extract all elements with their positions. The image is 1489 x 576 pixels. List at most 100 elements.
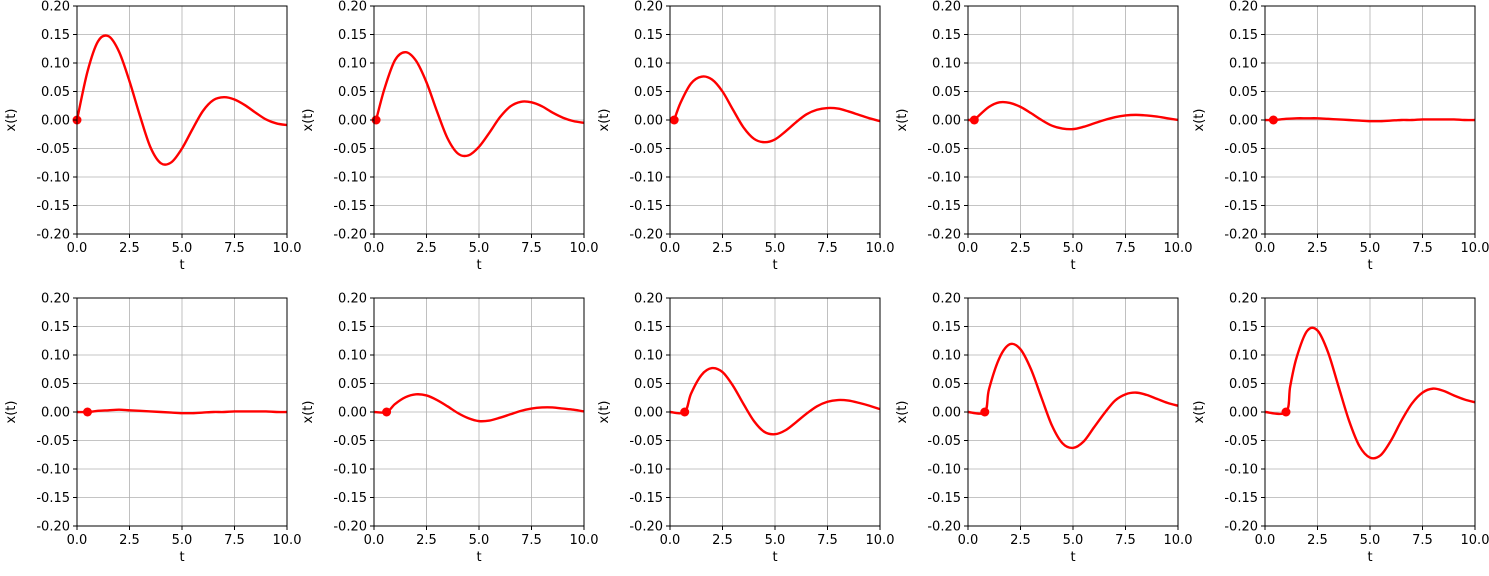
y-tick-label: 0.15	[932, 320, 961, 335]
series-line	[968, 100, 1178, 131]
data-marker	[669, 115, 679, 125]
x-tick-label: 2.5	[712, 533, 733, 548]
y-tick-label: 0.00	[1229, 114, 1258, 129]
series-line	[77, 34, 287, 166]
y-tick-label: 0.00	[932, 406, 961, 421]
x-tick-label: 2.5	[119, 241, 140, 256]
x-tick-label: 10.0	[866, 241, 895, 256]
y-tick-label: -0.10	[629, 171, 663, 186]
x-axis-label: t	[179, 258, 184, 273]
subplot-3: 0.0 2.5 5.0 7.5 10.0 0.20 0.15 0.10 0.05 0.00 -0.0…	[597, 0, 894, 273]
y-tick-label: -0.20	[629, 520, 663, 535]
y-tick-label: 0.20	[932, 0, 961, 15]
y-axis-label: x(t)	[301, 109, 316, 132]
y-tick-label: 0.20	[338, 0, 367, 15]
y-axis-label: x(t)	[895, 109, 910, 132]
x-tick-label: 5.0	[765, 533, 786, 548]
x-tick-label: 7.5	[817, 241, 838, 256]
x-tick-label: 10.0	[273, 241, 302, 256]
x-tick-label: 2.5	[1307, 533, 1328, 548]
x-tick-label: 7.5	[1412, 533, 1433, 548]
y-tick-label: 0.20	[1229, 0, 1258, 15]
x-tick-label: 2.5	[119, 533, 140, 548]
y-tick-label: -0.10	[927, 463, 961, 478]
y-tick-label: -0.20	[629, 228, 663, 243]
subplot-10: 0.0 2.5 5.0 7.5 10.0 0.20 0.15 0.10 0.05 0.00 -0.0…	[1192, 292, 1489, 566]
y-tick-label: 0.00	[932, 114, 961, 129]
series-line	[1265, 117, 1475, 123]
y-tick-label: -0.05	[927, 434, 961, 449]
x-tick-label: 7.5	[1115, 533, 1136, 548]
x-tick-label: 10.0	[1164, 241, 1193, 256]
data-marker	[969, 115, 979, 125]
x-tick-label: 0.0	[958, 241, 979, 256]
y-tick-label: -0.20	[36, 228, 70, 243]
y-tick-label: -0.15	[629, 199, 663, 214]
x-tick-label: 0.0	[958, 533, 979, 548]
x-tick-label: 10.0	[570, 533, 599, 548]
y-tick-label: 0.15	[41, 320, 70, 335]
y-tick-label: 0.10	[338, 349, 367, 364]
y-tick-label: 0.15	[634, 320, 663, 335]
x-tick-label: 2.5	[416, 241, 437, 256]
y-axis-label: x(t)	[1192, 401, 1207, 424]
y-axis-label: x(t)	[4, 109, 19, 132]
y-tick-label: -0.05	[36, 434, 70, 449]
x-tick-label: 5.0	[172, 241, 193, 256]
y-tick-label: 0.20	[41, 0, 70, 15]
x-tick-label: 5.0	[1063, 241, 1084, 256]
y-tick-label: 0.10	[1229, 57, 1258, 72]
subplot-5: 0.0 2.5 5.0 7.5 10.0 0.20 0.15 0.10 0.05 0.00 -0.0…	[1192, 0, 1489, 273]
y-tick-label: -0.15	[1224, 491, 1258, 506]
y-tick-label: 0.10	[41, 57, 70, 72]
x-tick-label: 2.5	[1307, 241, 1328, 256]
y-axis-label: x(t)	[4, 401, 19, 424]
x-axis-label: t	[476, 258, 481, 273]
y-axis-label: x(t)	[301, 401, 316, 424]
x-tick-label: 0.0	[660, 533, 681, 548]
y-tick-label: 0.10	[338, 57, 367, 72]
y-tick-label: 0.10	[932, 349, 961, 364]
series-line	[77, 408, 287, 415]
y-tick-label: 0.15	[932, 28, 961, 43]
y-tick-label: -0.10	[333, 171, 367, 186]
x-tick-label: 2.5	[1010, 241, 1031, 256]
y-tick-label: -0.05	[629, 142, 663, 157]
x-tick-label: 5.0	[1360, 241, 1381, 256]
x-tick-label: 10.0	[1461, 533, 1489, 548]
y-tick-label: 0.10	[1229, 349, 1258, 364]
y-tick-label: -0.10	[629, 463, 663, 478]
data-marker	[980, 407, 990, 417]
x-tick-label: 5.0	[469, 533, 490, 548]
x-tick-label: 5.0	[172, 533, 193, 548]
y-tick-label: -0.15	[333, 491, 367, 506]
x-tick-label: 2.5	[712, 241, 733, 256]
x-tick-label: 7.5	[1115, 241, 1136, 256]
x-axis-label: t	[476, 550, 481, 565]
series-line	[670, 366, 880, 436]
y-tick-label: 0.00	[634, 114, 663, 129]
data-marker	[1281, 407, 1291, 417]
subplot-2: 0.0 2.5 5.0 7.5 10.0 0.20 0.15 0.10 0.05 0.00 -0.0…	[301, 0, 598, 273]
x-tick-label: 5.0	[1360, 533, 1381, 548]
y-tick-label: 0.00	[41, 114, 70, 129]
x-axis-label: t	[179, 550, 184, 565]
y-tick-label: 0.05	[932, 377, 961, 392]
y-tick-label: 0.05	[1229, 85, 1258, 100]
y-tick-label: -0.05	[629, 434, 663, 449]
y-tick-label: 0.15	[338, 28, 367, 43]
y-tick-label: -0.10	[333, 463, 367, 478]
y-tick-label: -0.10	[1224, 171, 1258, 186]
y-tick-label: -0.15	[629, 491, 663, 506]
data-marker	[1268, 115, 1278, 125]
subplot-8: 0.0 2.5 5.0 7.5 10.0 0.20 0.15 0.10 0.05 0.00 -0.0…	[597, 292, 894, 566]
x-tick-label: 0.0	[67, 533, 88, 548]
y-tick-label: -0.05	[333, 142, 367, 157]
x-tick-label: 10.0	[866, 533, 895, 548]
x-tick-label: 2.5	[1010, 533, 1031, 548]
y-tick-label: -0.20	[1224, 520, 1258, 535]
y-tick-label: 0.20	[932, 292, 961, 307]
y-tick-label: 0.00	[338, 406, 367, 421]
x-tick-label: 5.0	[1063, 533, 1084, 548]
